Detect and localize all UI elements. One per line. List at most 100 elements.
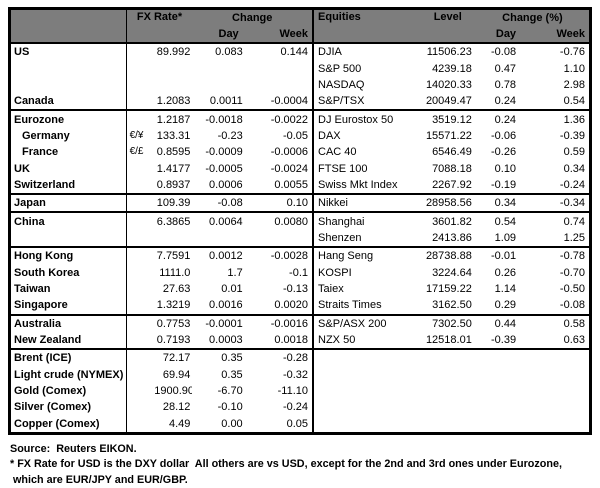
equity-day-change: 1.14 xyxy=(494,282,517,295)
table-row: S&P 500 4239.18 0.47 1.10 xyxy=(9,60,591,77)
equity-week-change: -0.76 xyxy=(524,41,591,61)
currency-pair-label xyxy=(126,315,154,332)
fx-day-change: 0.35 xyxy=(221,352,243,365)
country-label: Canada xyxy=(9,93,127,112)
table-row: Eurozone 1.2187 -0.0018 -0.0022 DJ Eurostox … xyxy=(9,110,591,128)
country-label: Hong Kong xyxy=(9,247,127,265)
currency-pair-label xyxy=(126,399,154,415)
equity-level xyxy=(416,367,476,383)
equity-week-change: -0.70 xyxy=(559,266,585,279)
fx-day-change: -6.70 xyxy=(217,385,243,398)
fx-week-change: 0.10 xyxy=(246,194,314,214)
equity-day-change: -0.06 xyxy=(490,129,517,142)
fx-day-change: -0.0009 xyxy=(205,146,243,159)
equity-label: Hang Seng xyxy=(312,247,416,265)
equity-level xyxy=(416,416,476,434)
country-label: Light crude (NYMEX) xyxy=(9,366,127,383)
fx-week-change: -0.0024 xyxy=(270,162,309,175)
fx-week-change: -0.0022 xyxy=(270,113,309,126)
fx-day-change: -0.23 xyxy=(217,129,243,142)
equity-day-change: 0.26 xyxy=(494,266,517,279)
table-row: UK 1.4177 -0.0005 -0.0024 FTSE 100 7088.18 0.1… xyxy=(9,160,591,177)
equity-week-change: -0.24 xyxy=(524,176,591,196)
equity-day-change: -0.08 xyxy=(475,41,525,61)
table-row: Taiwan 27.63 0.01 -0.13 Taiex 17159.22 1.14 -0.… xyxy=(9,280,591,298)
country-label: China xyxy=(9,212,127,230)
table-row: Japan 109.39 -0.08 0.10 Nikkei 28958.56 0.34 -0… xyxy=(9,194,591,214)
fx-week-change: 0.05 xyxy=(286,417,309,430)
equity-level: 12518.01 xyxy=(415,331,476,351)
currency-pair-label xyxy=(126,264,154,280)
currency-pair-label xyxy=(126,247,154,264)
equity-day-change: 0.10 xyxy=(494,162,517,175)
currency-pair-label xyxy=(126,60,154,76)
equity-label: Swiss Mkt Index xyxy=(312,176,416,196)
source-note: Source: Reuters EIKON. xyxy=(10,442,137,455)
equity-label: DJ Eurostox 50 xyxy=(312,110,416,128)
equity-week-change xyxy=(524,383,590,399)
fx-week-change: -0.13 xyxy=(282,282,309,295)
equity-day-header: Day xyxy=(475,26,525,43)
currency-pair-label xyxy=(126,416,154,434)
fx-day-change: 0.35 xyxy=(221,368,243,381)
equity-day-change xyxy=(476,383,524,399)
equity-week-change: 0.34 xyxy=(563,162,585,175)
equity-day-change: 0.34 xyxy=(475,194,525,214)
fx-rate-value: 1111.0 xyxy=(159,266,191,279)
fx-rate-value: 6.3865 xyxy=(156,215,191,228)
footnotes: Source: Reuters EIKON. * FX Rate for USD… xyxy=(8,435,600,488)
equity-day-change: 0.44 xyxy=(494,317,517,330)
fx-day-change: -0.0001 xyxy=(205,317,243,330)
table-row: Brent (ICE) 72.17 0.35 -0.28 xyxy=(9,349,591,367)
table-row: Australia 0.7753 -0.0001 -0.0016 S&P/ASX 200… xyxy=(9,314,591,332)
equity-week-change: 2.98 xyxy=(563,78,585,91)
equity-level: 20049.47 xyxy=(415,93,476,112)
equity-label: Shanghai xyxy=(312,212,416,230)
currency-pair-label xyxy=(126,229,155,249)
fx-rate-value: 1.4177 xyxy=(156,162,191,175)
table-row: Silver (Comex) 28.12 -0.10 -0.24 xyxy=(9,399,591,416)
fx-day-change: 0.0016 xyxy=(192,297,247,316)
equity-week-change xyxy=(524,416,590,434)
currency-pair-label xyxy=(126,281,154,297)
fx-rate-value: 72.17 xyxy=(162,352,191,365)
equity-level: 15571.22 xyxy=(425,129,472,142)
header-row-2: Day Week Day Week xyxy=(10,26,591,43)
fx-day-header: Day xyxy=(192,26,247,43)
table-row: Copper (Comex) 4.49 0.00 0.05 xyxy=(9,415,591,434)
equity-level: 6546.49 xyxy=(432,146,472,159)
equity-level: 11506.23 xyxy=(415,41,476,61)
equity-label: Straits Times xyxy=(312,297,416,316)
equity-day-change: 0.54 xyxy=(494,215,517,228)
country-label: Brent (ICE) xyxy=(9,349,127,367)
equity-label: DJIA xyxy=(312,41,416,61)
equity-day-change: -0.01 xyxy=(490,250,517,263)
fx-day-change xyxy=(192,77,246,93)
fx-day-change: 0.0064 xyxy=(209,215,243,228)
currency-pair-label xyxy=(126,77,154,93)
country-label xyxy=(9,60,127,77)
country-label: Switzerland xyxy=(9,176,127,196)
equity-week-change: -0.50 xyxy=(559,282,585,295)
fx-week-change: -0.0028 xyxy=(270,250,309,263)
fx-rate-value: 4.49 xyxy=(169,417,191,430)
fx-rate-value: 0.8595 xyxy=(156,146,191,159)
table-row: Germany €/¥ 133.31 -0.23 -0.05 DAX 15571.22 -0.… xyxy=(9,127,591,145)
equity-day-change: 1.09 xyxy=(475,229,525,249)
equity-label: S&P/ASX 200 xyxy=(312,314,416,332)
table-row: New Zealand 0.7193 0.0003 0.0018 NZX 50 12518… xyxy=(9,331,591,351)
currency-pair-label xyxy=(126,349,154,366)
equity-level: 14020.33 xyxy=(425,78,472,91)
equity-level: 28958.56 xyxy=(415,194,476,214)
equity-label: Shenzen xyxy=(312,229,416,249)
equity-label: S&P/TSX xyxy=(312,93,416,112)
country-label: Eurozone xyxy=(9,110,127,128)
equity-day-change: 0.29 xyxy=(475,297,525,316)
table-header: FX Rate* Change Equities Level Change (%… xyxy=(9,8,591,43)
fx-rate-value xyxy=(154,77,192,93)
table-row: South Korea 1111.0 1.7 -0.1 KOSPI 3224.64 0.26… xyxy=(9,264,591,281)
country-label: Gold (Comex) xyxy=(9,382,127,400)
table-body: US 89.992 0.083 0.144 DJIA 11506.23 -0.08 -0.76… xyxy=(9,41,591,434)
table-row: Gold (Comex) 1900.90 -6.70 -11.10 xyxy=(9,382,591,400)
equity-label: DAX xyxy=(312,127,416,145)
